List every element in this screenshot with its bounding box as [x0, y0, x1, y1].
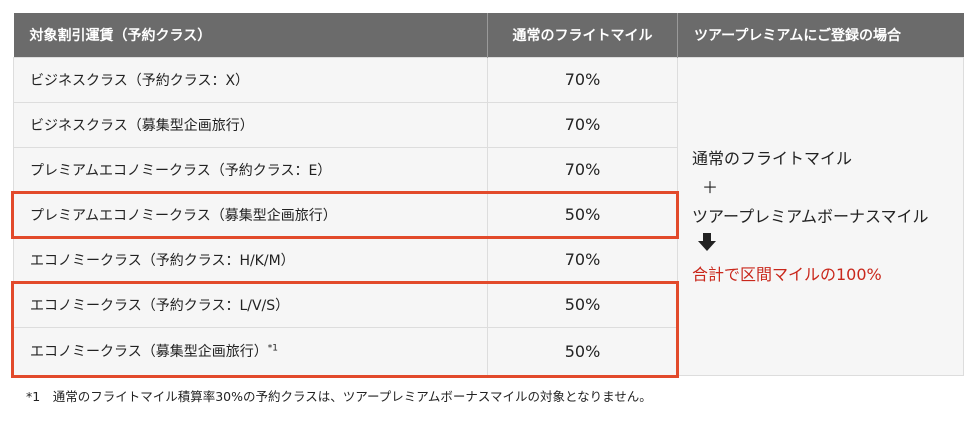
mile-rate-cell: 70%: [487, 101, 678, 148]
down-arrow-icon: [692, 231, 963, 260]
fare-cell: エコノミークラス（予約クラス：H/K/M）: [13, 236, 488, 283]
fare-cell: プレミアムエコノミークラス（予約クラス：E）: [13, 146, 488, 193]
tour-bonus-mile-text: ツアープレミアムボーナスマイル: [692, 206, 929, 226]
fare-cell: ビジネスクラス（予約クラス：X）: [13, 56, 488, 103]
plus-sign: ＋: [702, 177, 719, 197]
tour-normal-mile-text: 通常のフライトマイル: [692, 148, 853, 168]
mile-rate-cell: 50%: [487, 281, 678, 328]
table-row: ビジネスクラス（予約クラス：X） 70% 通常のフライトマイル ＋ ツアープレミ…: [13, 56, 964, 376]
table-header-row: 対象割引運賃（予約クラス） 通常のフライトマイル ツアープレミアムにご登録の場合: [13, 13, 964, 57]
footnote-ref: *1: [267, 343, 278, 354]
table-row: ビジネスクラス（募集型企画旅行） 70%: [13, 101, 964, 148]
header-fare: 対象割引運賃（予約クラス）: [13, 13, 488, 57]
header-tour-premium: ツアープレミアムにご登録の場合: [677, 13, 964, 57]
mile-rate-cell: 50%: [487, 191, 678, 238]
tour-total-result-text: 合計で区間マイルの100%: [692, 264, 882, 284]
table-row: エコノミークラス（予約クラス：H/K/M） 70%: [13, 236, 964, 283]
mile-rate-cell: 70%: [487, 146, 678, 193]
footnote-text: *1 通常のフライトマイル積算率30%の予約クラスは、ツアープレミアムボーナスマ…: [26, 389, 652, 404]
fare-mileage-table: 対象割引運賃（予約クラス） 通常のフライトマイル ツアープレミアムにご登録の場合…: [13, 13, 964, 376]
table-row: プレミアムエコノミークラス（募集型企画旅行） 50%: [13, 191, 964, 238]
fare-cell: ビジネスクラス（募集型企画旅行）: [13, 101, 488, 148]
table-row: エコノミークラス（募集型企画旅行）*1 50%: [13, 326, 964, 376]
tour-premium-cell: 通常のフライトマイル ＋ ツアープレミアムボーナスマイル 合計で区間マイルの10…: [677, 56, 964, 376]
mile-rate-cell: 70%: [487, 56, 678, 103]
fare-cell: エコノミークラス（予約クラス：L/V/S）: [13, 281, 488, 328]
header-mile: 通常のフライトマイル: [487, 13, 678, 57]
fare-cell: プレミアムエコノミークラス（募集型企画旅行）: [13, 191, 488, 238]
mile-rate-cell: 50%: [487, 326, 678, 376]
fare-cell: エコノミークラス（募集型企画旅行）*1: [13, 326, 488, 376]
fare-text: エコノミークラス（募集型企画旅行）: [30, 344, 268, 360]
table-row: エコノミークラス（予約クラス：L/V/S） 50%: [13, 281, 964, 328]
mile-rate-cell: 70%: [487, 236, 678, 283]
